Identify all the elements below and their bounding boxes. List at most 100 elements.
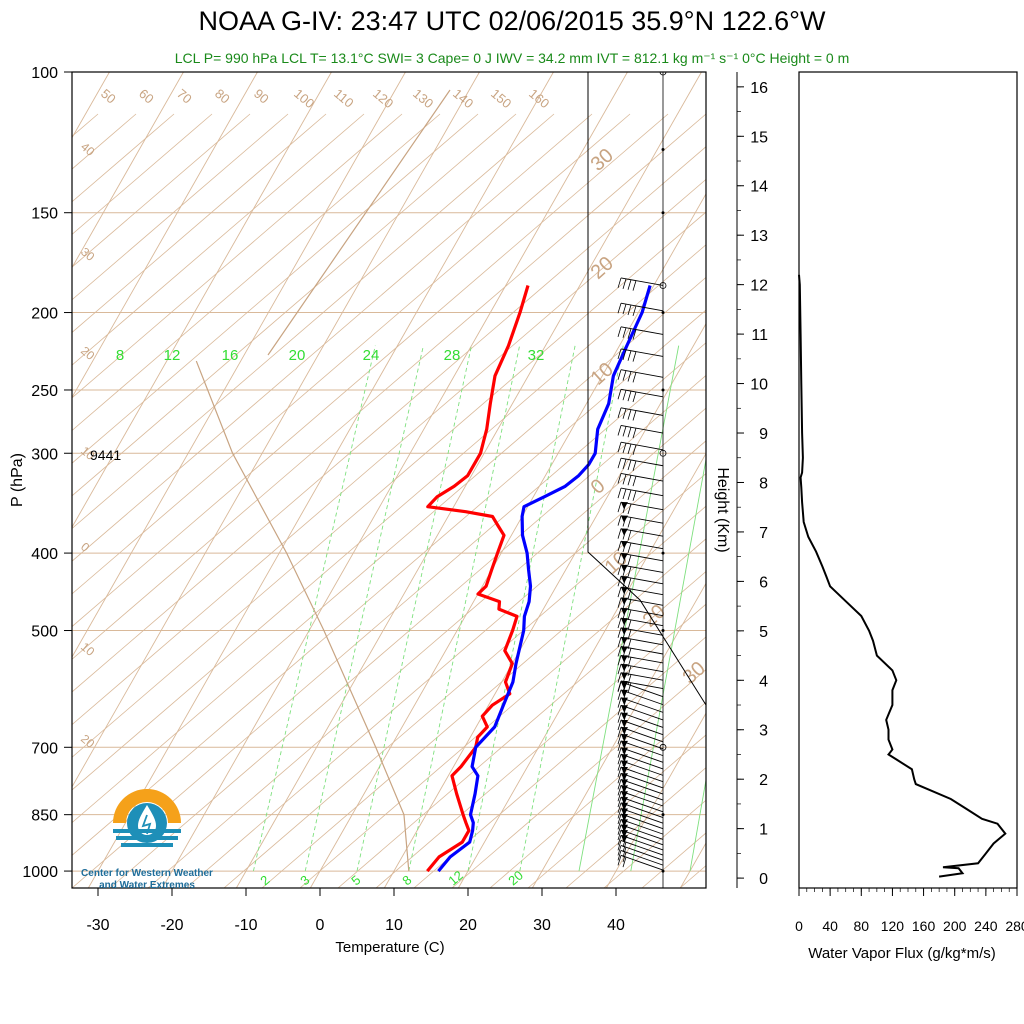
wind-barb-feather xyxy=(617,425,622,436)
dry-adiabat-line xyxy=(337,570,706,888)
wind-barb-pennant xyxy=(621,830,628,838)
dry-adiabat-line xyxy=(72,113,479,464)
wind-barb-pennant xyxy=(621,719,628,727)
wind-barb-feather xyxy=(622,327,627,338)
wind-barb-feather xyxy=(632,460,637,472)
wind-barb-pennant xyxy=(621,576,628,584)
annotation-9441: 9441 xyxy=(90,447,121,463)
flux-tick-label: 40 xyxy=(822,918,838,934)
wind-barb-pennant xyxy=(621,767,628,775)
dry-adiabat-line xyxy=(72,113,441,432)
dry-adiabat-line xyxy=(72,276,706,824)
wind-barb xyxy=(620,712,664,728)
isotherm-line xyxy=(72,72,184,269)
dry-adiabat-line xyxy=(72,113,669,628)
isotherm-line xyxy=(235,72,702,888)
wind-barb-pennant xyxy=(621,672,628,680)
adiabat-label: 150 xyxy=(488,86,514,111)
wind-barb-feather xyxy=(617,553,622,564)
wind-barb-pennant xyxy=(621,819,628,827)
adiabat-label: 140 xyxy=(450,86,476,111)
wind-barb-feather xyxy=(617,785,622,796)
x-tick-label: 10 xyxy=(385,917,403,934)
wind-barb-feather xyxy=(617,791,622,802)
isotherm-line xyxy=(87,72,554,888)
adiabat-label: 130 xyxy=(410,86,436,111)
p-tick-label: 700 xyxy=(31,740,58,757)
wind-barb xyxy=(620,552,664,562)
flux-tick-label: 280 xyxy=(1005,918,1024,934)
wind-barb-feather xyxy=(617,747,622,758)
dry-adiabat-line xyxy=(72,211,706,758)
wind-barb-pennant xyxy=(621,727,628,735)
wind-barb xyxy=(620,617,664,627)
wind-barb-pennant xyxy=(621,528,628,536)
dewpoint-line xyxy=(437,285,652,873)
wind-barb-feather xyxy=(627,554,632,566)
wind-barb-feather xyxy=(627,566,632,577)
wind-barb xyxy=(620,564,664,573)
logo-text-line2: and Water Extremes xyxy=(99,880,195,891)
wind-barb-feather xyxy=(617,681,622,693)
dry-adiabat-line xyxy=(185,440,706,888)
wind-barb-feather xyxy=(627,304,632,316)
wind-barb-feather xyxy=(617,442,622,453)
wind-barb xyxy=(620,813,664,830)
mixing-ratio-line xyxy=(467,345,576,872)
flux-tick-label: 120 xyxy=(881,918,905,934)
wind-barb-pennant xyxy=(621,618,628,626)
p-tick-label: 400 xyxy=(31,546,58,563)
wind-barb-feather xyxy=(617,664,622,675)
logo-text-line1: Center for Western Weather xyxy=(81,868,213,879)
mixing-ratio-label: 8 xyxy=(399,872,414,888)
dry-adiabat-line xyxy=(72,244,706,791)
wind-barb xyxy=(620,740,664,757)
wind-barb xyxy=(620,802,664,818)
wind-barb-feather xyxy=(622,847,627,858)
adiabat-label: 120 xyxy=(370,86,396,111)
wind-barb-feather xyxy=(632,410,637,421)
dry-adiabat-line xyxy=(72,113,517,497)
wind-barb xyxy=(620,663,664,673)
wind-barb xyxy=(620,719,664,736)
logo-sun-arc xyxy=(113,789,181,823)
wind-barb-pennant xyxy=(621,553,628,561)
wind-barb xyxy=(620,790,664,807)
wind-boundary-line xyxy=(587,72,707,888)
wind-barb-feather xyxy=(632,444,637,456)
wind-barb-feather xyxy=(617,779,622,790)
wind-barb xyxy=(620,834,664,851)
wind-barb-pennant xyxy=(621,705,628,713)
wind-barb xyxy=(620,849,664,866)
wind-barb-feather xyxy=(627,530,632,541)
height-tick-label: 3 xyxy=(759,723,768,740)
wind-barb-feather xyxy=(617,796,622,808)
dry-adiabat-line xyxy=(72,309,706,856)
dry-adiabat-line xyxy=(756,114,1024,888)
chart-subtitle: LCL P= 990 hPa LCL T= 13.1°C SWI= 3 Cape… xyxy=(174,50,850,66)
dry-adiabat-line xyxy=(908,114,1024,888)
wind-barb-pennant xyxy=(621,785,628,793)
p-tick-label: 200 xyxy=(31,306,58,323)
height-tick-label: 16 xyxy=(750,80,768,97)
logo-wave-2 xyxy=(116,836,178,840)
height-tick-label: 0 xyxy=(759,871,768,888)
x-tick-label: 30 xyxy=(533,917,551,934)
wind-barb-pennant xyxy=(621,655,628,663)
wind-barb xyxy=(620,654,664,664)
wind-barb xyxy=(620,772,664,789)
height-tick-label: 10 xyxy=(750,377,768,394)
wind-barb-feather xyxy=(627,619,632,630)
wind-barb-feather xyxy=(627,599,632,610)
dry-adiabat-line xyxy=(72,113,365,366)
wind-barb xyxy=(620,753,664,770)
wind-barb-feather xyxy=(617,637,622,648)
skew-y-axis-label: P (hPa) xyxy=(9,453,26,507)
dry-adiabat-line xyxy=(413,636,706,888)
wind-barb-feather xyxy=(617,407,622,418)
wind-barb xyxy=(620,441,664,451)
flux-series xyxy=(798,274,1007,878)
wind-barb-feather xyxy=(632,372,637,383)
mixing-ratio-line xyxy=(808,346,893,871)
